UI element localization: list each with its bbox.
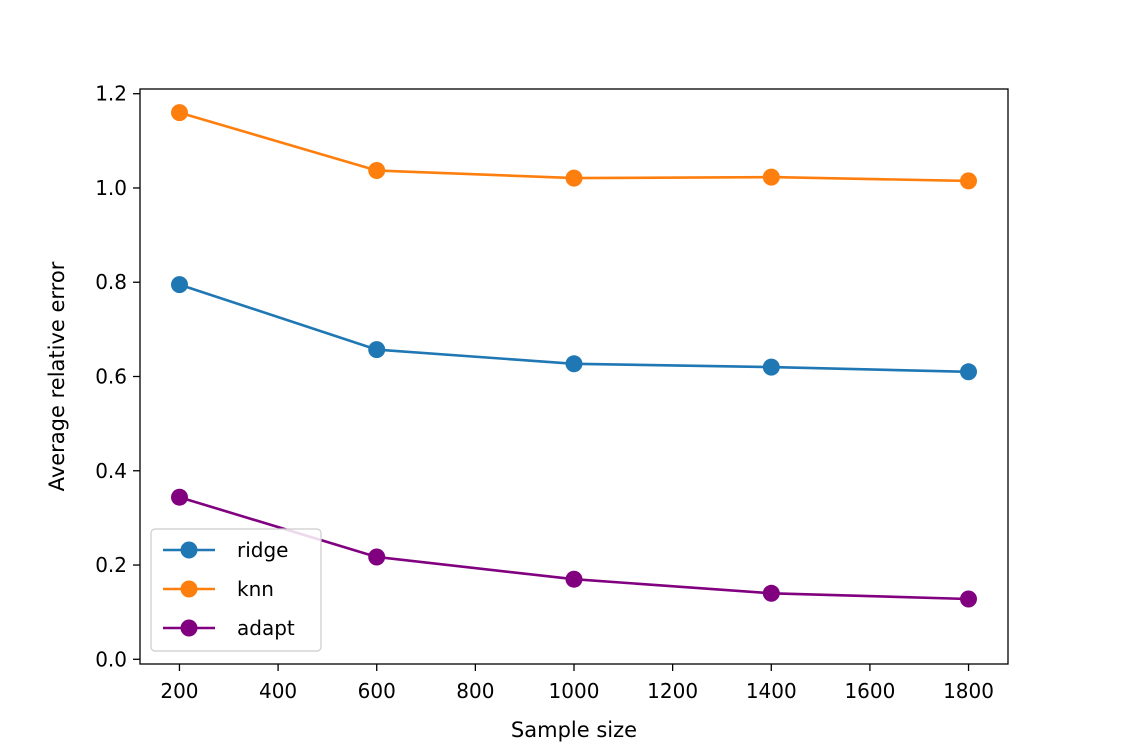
x-tick-label: 1200 xyxy=(647,679,698,703)
data-point-knn xyxy=(368,162,386,179)
legend-swatch-marker-adapt xyxy=(180,619,198,637)
legend-swatch-marker-knn xyxy=(180,580,198,598)
data-point-adapt xyxy=(565,570,583,588)
x-tick-label: 1000 xyxy=(549,679,600,703)
data-point-knn xyxy=(565,169,583,187)
axes: 200 400 600 800 1000 1200 1400 1600 1800 0.0 0.2 0.… xyxy=(95,82,1009,703)
x-tick-label: 600 xyxy=(358,679,396,703)
data-point-knn xyxy=(762,168,780,186)
data-point-ridge xyxy=(762,358,780,376)
y-axis-label: Average relative error xyxy=(45,261,69,491)
data-point-adapt xyxy=(368,548,386,566)
x-axis-label: Sample size xyxy=(511,718,637,742)
y-tick-label: 1.2 xyxy=(95,82,127,106)
x-tick-label: 1400 xyxy=(746,679,797,703)
legend-swatch-marker-ridge xyxy=(180,541,198,559)
data-point-knn xyxy=(171,104,188,122)
x-tick-label: 1600 xyxy=(844,679,895,703)
data-point-ridge xyxy=(368,341,386,359)
data-point-adapt xyxy=(960,590,977,608)
data-point-ridge xyxy=(960,363,977,381)
x-tick-label: 1800 xyxy=(943,679,994,703)
legend-label-adapt: adapt xyxy=(237,616,295,640)
y-tick-label: 0.4 xyxy=(95,459,127,483)
legend: ridge knn adapt xyxy=(150,528,322,652)
y-tick-label: 0.0 xyxy=(95,647,127,671)
y-tick-label: 1.0 xyxy=(95,176,127,200)
legend-box xyxy=(150,528,322,652)
legend-label-knn: knn xyxy=(237,577,274,601)
y-tick-label: 0.2 xyxy=(95,553,127,577)
x-tick-label: 800 xyxy=(456,679,494,703)
x-tick-label: 400 xyxy=(259,679,297,703)
data-point-ridge xyxy=(171,276,188,294)
y-tick-label: 0.8 xyxy=(95,270,127,294)
data-point-adapt xyxy=(762,584,780,602)
data-point-knn xyxy=(960,172,977,190)
data-point-adapt xyxy=(171,488,188,506)
x-tick-label: 200 xyxy=(160,679,198,703)
data-point-ridge xyxy=(565,355,583,373)
legend-label-ridge: ridge xyxy=(237,538,288,562)
plot-area xyxy=(171,104,977,608)
y-tick-label: 0.6 xyxy=(95,365,127,389)
